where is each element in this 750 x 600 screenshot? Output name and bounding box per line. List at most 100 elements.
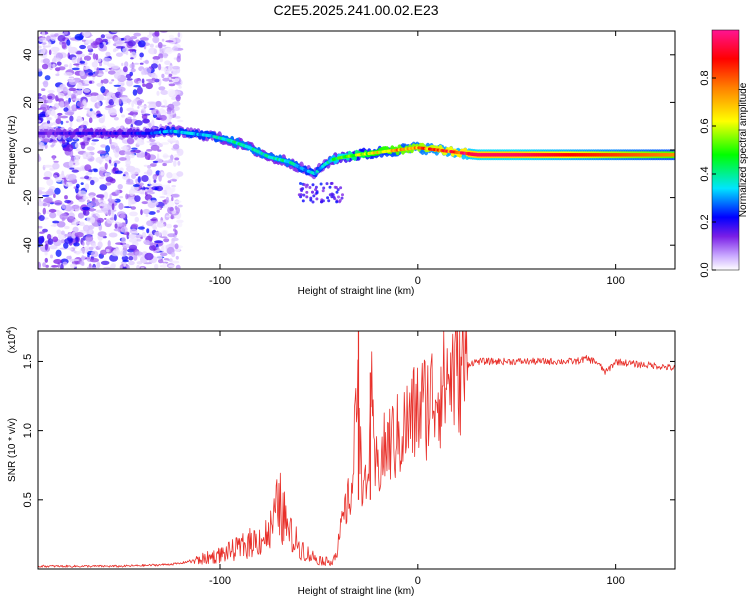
spectrogram-noise-cell <box>133 149 141 153</box>
spectrogram-noise-cell <box>85 39 94 44</box>
spectrogram-noise-cell <box>68 76 75 79</box>
spectrogram-noise-cell <box>131 173 137 179</box>
spectrogram-noise-cell <box>174 77 179 82</box>
spectrogram-noise-cell <box>149 244 156 251</box>
spectrogram-noise-cell <box>90 92 99 96</box>
spectrogram-noise-cell <box>100 260 110 265</box>
spectrogram-noise-cell <box>73 242 80 247</box>
spectrogram-noise-cell <box>47 238 54 245</box>
spectrogram-noise-cell <box>165 196 170 204</box>
spectrogram-noise-cell <box>141 201 149 205</box>
spectrogram-noise-cell <box>63 242 69 249</box>
spectrogram-noise-cell <box>147 105 154 109</box>
spectrogram-noise-cell <box>38 45 42 49</box>
spectrogram-noise-cell <box>97 150 107 155</box>
spectrogram-noise-cell <box>73 186 77 189</box>
spectrogram-noise-cell <box>113 214 117 221</box>
spectrogram-noise-cell <box>99 42 104 49</box>
spectrogram-noise-cell <box>178 85 182 89</box>
spectrogram-noise-cell <box>42 80 49 88</box>
spectrogram-noise-cell <box>154 240 163 244</box>
spectrogram-noise-cell <box>126 137 135 145</box>
spectrogram-noise-cell <box>64 111 75 116</box>
spectrogram-noise-cell <box>166 111 172 115</box>
spectrogram-noise-cell <box>82 99 87 106</box>
spectrogram-noise-cell <box>130 68 136 73</box>
spectrogram-noise-cell <box>59 213 68 220</box>
spectrogram-noise-cell <box>93 169 98 173</box>
spectrogram-noise-cell <box>84 59 88 67</box>
spectrogram-noise-cell <box>86 240 90 246</box>
spectrogram-noise-cell <box>91 242 97 249</box>
spectrogram-noise-cell <box>100 206 103 209</box>
spectrogram-noise-cell <box>46 178 54 186</box>
spectrogram-noise-cell <box>171 251 176 258</box>
spectrogram-noise-cell <box>133 254 138 261</box>
spectrogram-noise-cell <box>162 99 167 103</box>
spectrogram-noise-cell <box>172 46 179 51</box>
spectrogram-noise-cell <box>140 108 146 115</box>
colorbar-tick-label: 0.2 <box>699 214 711 229</box>
spectrogram-noise-cell <box>74 142 79 148</box>
spectrogram-noise-cell <box>145 188 148 192</box>
spectrogram-noise-cell <box>85 171 93 176</box>
spectrogram-noise-cell <box>172 68 179 75</box>
spectrogram-noise-cell <box>42 123 52 127</box>
spectrogram-noise-cell <box>140 187 150 190</box>
spectrogram-noise-cell <box>50 254 53 259</box>
spectrogram-noise-cell <box>120 88 123 96</box>
spectrogram-noise-cell <box>86 199 90 204</box>
spectrogram-noise-cell <box>139 57 143 60</box>
spectrogram-noise-cell <box>109 178 116 184</box>
spectrogram-noise-cell <box>64 204 73 212</box>
spectrogram-noise-cell <box>47 89 55 94</box>
snr-y-axis-label: SNR (10 * v/v) <box>7 418 18 482</box>
spectrogram-noise-cell <box>174 116 181 119</box>
spectrogram-noise-cell <box>122 174 126 177</box>
spectrogram-noise-cell <box>48 208 57 213</box>
spectrogram-noise-cell <box>109 217 115 221</box>
spectrogram-noise-cell <box>80 142 86 150</box>
spectrogram-noise-cell <box>174 200 182 203</box>
colorbar-gradient <box>711 29 740 271</box>
colorbar-tick-label: 0.8 <box>699 70 711 85</box>
spectrogram-noise-cell <box>158 63 162 71</box>
spectrogram-noise-cell <box>53 174 58 179</box>
spectrogram-tail-cell <box>322 186 326 190</box>
spectrogram-noise-cell <box>103 191 108 200</box>
spectrogram-noise-cell <box>49 212 57 219</box>
spectrogram-noise-cell <box>136 100 143 106</box>
spectrogram-noise-cell <box>38 215 45 221</box>
spectrogram-noise-cell <box>63 64 69 68</box>
spectrogram-noise-cell <box>96 82 104 87</box>
spectrogram-noise-cell <box>41 138 50 143</box>
spectrogram-noise-cell <box>114 162 117 168</box>
spectrogram-noise-cell <box>60 263 64 269</box>
spectrogram-noise-cell <box>170 260 180 264</box>
spectrogram-noise-cell <box>174 243 179 250</box>
spectrogram-noise-cell <box>161 38 165 42</box>
spectrogram-noise-cell <box>151 73 158 80</box>
spectrogram-noise-cell <box>141 114 148 120</box>
spectrogram-noise-cell <box>158 86 166 91</box>
spectrogram-noise-cell <box>104 154 110 161</box>
spectrogram-noise-cell <box>41 31 46 38</box>
spectrogram-tail-cell <box>327 199 331 203</box>
spectrogram-noise-cell <box>125 264 130 269</box>
spectrogram-noise-cell <box>46 233 52 240</box>
spectrogram-noise-cell <box>59 84 65 90</box>
spectrogram-noise-cell <box>104 172 111 177</box>
spectrogram-noise-cell <box>60 115 69 119</box>
spectrogram-noise-cell <box>45 99 53 104</box>
spectrogram-noise-cell <box>129 211 138 217</box>
spectrogram-noise-cell <box>54 200 63 206</box>
spectrogram-noise-cell <box>124 61 129 68</box>
spectrogram-noise-cell <box>123 66 128 73</box>
spectrogram-noise-cell <box>56 61 62 66</box>
spectrogram-noise-cell <box>134 195 141 203</box>
spectrogram-noise-cell <box>107 92 115 96</box>
spectrogram-noise-cell <box>156 90 160 96</box>
spectrogram-noise-cell <box>78 190 87 197</box>
spectrogram-noise-cell <box>164 47 173 55</box>
spectrogram-noise-cell <box>71 105 75 111</box>
